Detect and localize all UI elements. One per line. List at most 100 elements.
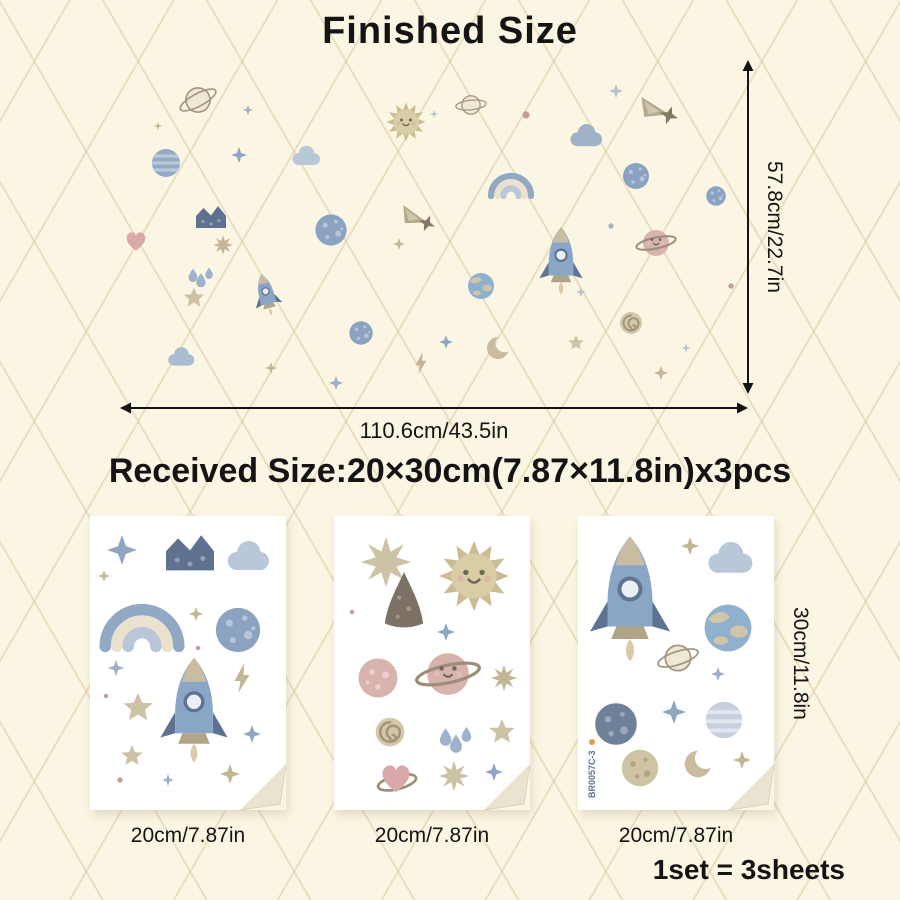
raindrops-icon [440,727,471,753]
star-icon [108,660,124,676]
star-icon [329,376,343,390]
rocket-icon [158,656,230,765]
sheet-3-width-label: 20cm/7.87in [618,824,734,847]
collage-art [126,83,734,390]
star-icon [662,700,686,724]
set-count-label: 1set = 3sheets [652,854,845,885]
navy-planet-icon [595,703,637,745]
star-icon [568,335,584,350]
burst-star-icon [490,664,518,692]
pink-planet-icon [358,658,398,698]
dotted-planet-icon [623,163,649,189]
star-icon [121,745,143,765]
page-curl-icon [728,764,774,810]
dotted-planet-icon [315,214,347,246]
mountain-icon [384,572,424,628]
star-icon [265,362,277,374]
brand-mark-icon [589,739,595,745]
planet-face-icon [634,229,678,257]
tan-planet-icon [621,749,659,787]
sticker-sheet-2 [334,516,530,810]
cloud-icon [570,124,603,147]
cloud-icon [168,347,195,366]
cloud-icon [708,541,753,573]
earth-icon [468,273,494,299]
star-icon [183,287,205,307]
star-icon [711,667,725,681]
cloud-icon [292,145,320,165]
planet-face-icon [413,651,483,697]
finished-width-label: 110.6cm/43.5in [359,418,509,443]
star-icon [123,693,153,721]
star-icon [439,335,453,349]
dot-icon [728,283,734,289]
sticker-sheet-3: BR0057C-3 [578,516,774,810]
sticker-sheet-1 [90,516,286,810]
rainbow-icon [105,610,179,647]
sun-face-icon [385,101,427,143]
moon-icon [485,335,512,362]
saturn-icon [174,83,222,117]
striped-planet-icon [152,149,180,177]
star-icon [437,623,455,641]
star-icon [681,343,691,353]
comet-icon [397,205,438,235]
rainbow-icon [491,176,531,196]
burst-star-icon [438,760,470,792]
dot-icon [195,645,201,651]
height-arrow-icon [742,60,754,394]
star-icon [162,774,174,786]
lightning-icon [415,352,427,374]
star-icon [231,147,247,163]
star-icon [220,764,240,784]
swirl-planet-icon [619,311,643,335]
dotted-planet-icon [706,186,726,206]
heart-ring-icon [377,765,418,793]
cloud-icon [227,541,269,570]
heart-icon [126,232,146,251]
width-arrow-icon [120,402,748,414]
saturn-icon [452,91,490,119]
dot-icon [103,693,109,699]
rocket-icon [538,225,584,296]
star-icon [98,570,110,582]
rocket-icon [588,534,672,664]
star-icon [154,122,162,130]
raindrops-icon [189,267,213,287]
moon-icon [682,748,714,780]
star-icon [393,238,405,250]
star-icon [243,725,261,743]
earth-icon [704,604,752,652]
sun-face-icon [437,539,511,613]
swirl-planet-icon [374,716,406,748]
star-icon [681,537,699,555]
rocket-icon [247,270,286,320]
star-icon [609,84,623,98]
crown-icon [166,535,214,571]
star-icon [243,105,253,115]
sheet-2-width-label: 20cm/7.87in [374,824,490,847]
dotted-planet-icon [215,607,261,653]
finished-size-collage [118,58,750,396]
dot-icon [522,111,530,119]
star-icon [107,535,137,565]
lightning-icon [234,663,250,693]
sheet-3-art: BR0057C-3 [587,534,753,798]
pale-planet-icon [706,702,742,738]
dotted-planet-icon [349,321,373,345]
finished-size-title: Finished Size [322,10,578,52]
star-icon [654,366,668,380]
star-icon [576,287,586,297]
sheet-height-label: 30cm/11.8in [789,606,812,720]
sheet-code: BR0057C-3 [587,750,597,798]
dot-icon [349,609,355,615]
burst-star-icon [213,235,233,255]
finished-height-label: 57.8cm/22.7in [763,161,786,293]
star-icon [189,607,203,621]
dot-icon [117,777,123,783]
page-curl-icon [484,764,530,810]
comet-icon [636,96,681,127]
star-icon [489,719,515,743]
dot-icon [608,223,614,229]
sheet-1-width-label: 20cm/7.87in [130,824,246,847]
